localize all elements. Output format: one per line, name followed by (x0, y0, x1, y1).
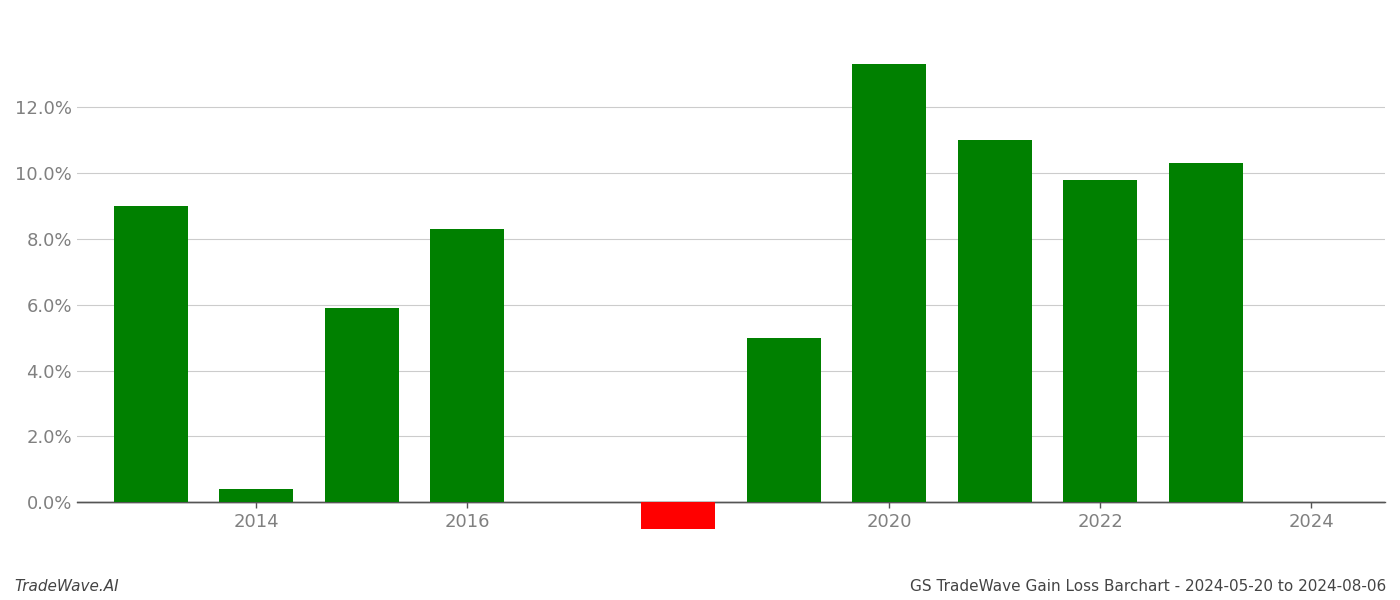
Bar (220, 489, 293, 502)
Bar (113, 206, 188, 502)
Text: TradeWave.AI: TradeWave.AI (14, 579, 119, 594)
Bar (958, 140, 1032, 502)
Bar (1169, 163, 1243, 502)
Bar (1063, 179, 1137, 502)
Bar (746, 338, 820, 502)
Bar (325, 308, 399, 502)
Bar (641, 502, 715, 529)
Text: GS TradeWave Gain Loss Barchart - 2024-05-20 to 2024-08-06: GS TradeWave Gain Loss Barchart - 2024-0… (910, 579, 1386, 594)
Bar (430, 229, 504, 502)
Bar (853, 64, 925, 502)
